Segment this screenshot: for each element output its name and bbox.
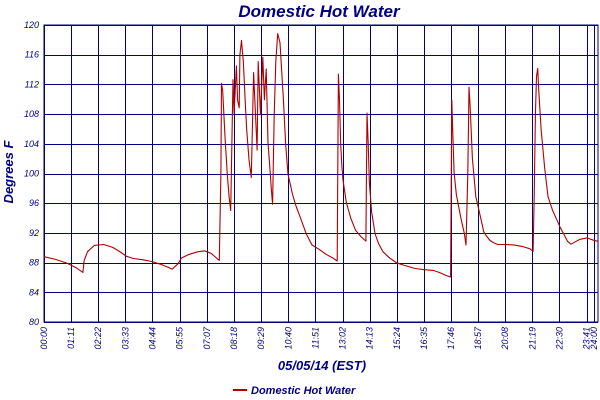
x-tick-label: 08:18 [229,327,239,350]
x-tick-label: 18:57 [473,326,483,350]
x-tick-label: 07:07 [202,326,212,350]
y-tick-label: 92 [29,228,39,238]
x-tick-label: 20:08 [500,327,510,351]
y-axis-title: Degrees F [1,140,16,204]
chart-title: Domestic Hot Water [238,2,401,21]
series-line-domestic-hot-water [43,33,599,278]
x-axis-title: 05/05/14 (EST) [278,358,366,373]
y-tick-label: 120 [24,20,39,30]
legend: Domestic Hot Water [233,385,356,397]
y-tick-label: 96 [29,198,39,208]
x-tick-label: 05:55 [175,326,185,350]
legend-label-domestic-hot-water: Domestic Hot Water [251,385,356,397]
x-tick-label: 09:29 [256,327,266,350]
series-layer [43,33,599,278]
y-tick-label: 80 [29,317,39,327]
x-tick-label: 16:35 [419,326,429,350]
x-tick-label: 02:22 [93,327,103,350]
x-tick-label: 11:51 [310,327,320,349]
x-tick-label: 21:19 [527,327,537,351]
x-tick-label: 17:46 [446,327,456,350]
x-tick-label: 22:30 [554,327,564,351]
x-tick-label: 01:11 [66,327,76,349]
y-tick-label: 116 [25,50,39,60]
x-tick-label: 13:02 [338,327,348,350]
x-tick-label: 14:13 [365,327,375,350]
y-tick-label: 100 [24,169,39,179]
y-axis: 80 84 88 92 96 100 104 108 112 116 120 [24,20,39,327]
x-axis: 00:00 01:11 02:22 03:33 04:44 05:55 07:07 08:18… [39,326,599,351]
x-tick-label: 24:00 [589,327,599,351]
y-tick-label: 104 [24,139,39,149]
y-tick-label: 88 [29,258,39,268]
x-tick-label: 15:24 [392,327,402,350]
y-tick-label: 84 [29,287,39,297]
y-tick-label: 112 [25,79,39,89]
grid [44,25,598,323]
x-tick-label: 04:44 [147,327,157,350]
x-tick-label: 00:00 [39,327,49,350]
plot-frame [43,24,599,323]
y-tick-label: 108 [24,109,39,119]
x-tick-label: 10:40 [283,327,293,350]
x-tick-label: 23:41 [582,327,592,351]
x-tick-label: 03:33 [120,327,130,350]
